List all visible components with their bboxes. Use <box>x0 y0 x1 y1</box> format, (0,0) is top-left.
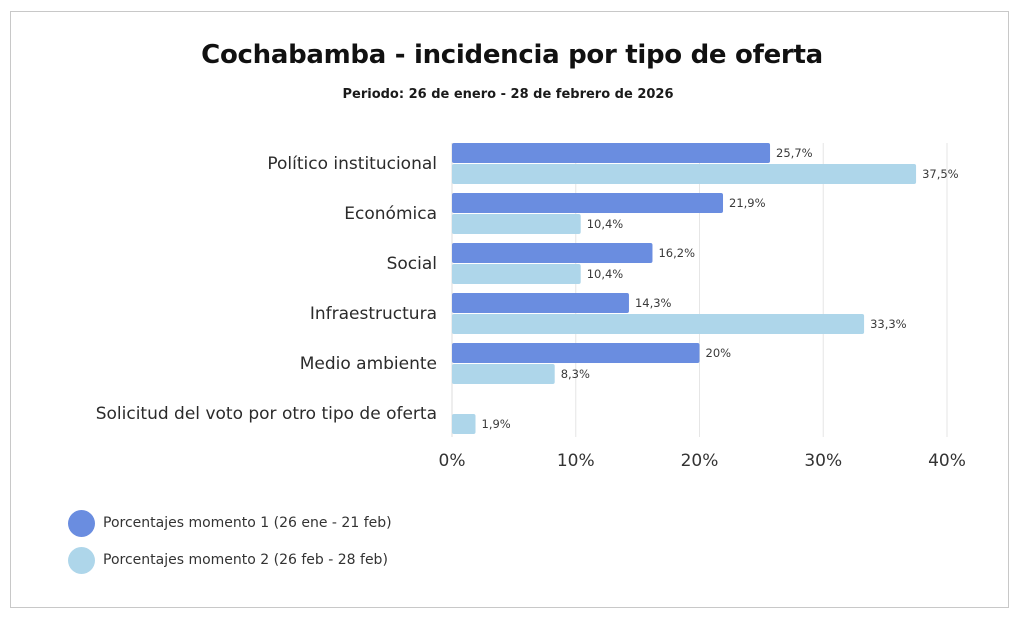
bar-series-2 <box>452 314 865 334</box>
data-label: 10,4% <box>587 217 624 231</box>
gridlines <box>451 143 948 437</box>
category-label: Político institucional <box>267 154 437 174</box>
category-label: Económica <box>344 204 437 224</box>
legend-swatch-momento-2 <box>68 546 95 574</box>
legend-label: Porcentajes momento 1 (26 ene - 21 feb) <box>103 515 392 531</box>
bar-series-1 <box>452 193 724 213</box>
data-label: 10,4% <box>587 267 624 281</box>
bar-series-1 <box>452 143 771 163</box>
data-label: 16,2% <box>658 246 695 260</box>
legend-item-momento-1: Porcentajes momento 1 (26 ene - 21 feb) <box>68 508 392 538</box>
bar-series-1 <box>452 343 700 363</box>
data-label: 37,5% <box>922 167 959 181</box>
category-label: Infraestructura <box>310 304 437 324</box>
bar-series-2 <box>452 264 581 284</box>
data-label: 8,3% <box>561 367 590 381</box>
data-label: 1,9% <box>482 417 511 431</box>
category-label: Medio ambiente <box>300 354 437 374</box>
chart-title: Cochabamba - incidencia por tipo de ofer… <box>201 40 823 70</box>
bars: 25,7% 37,5% 21,9% 10,4% 16,2% 10,4% 14,3% 33,3%… <box>452 143 959 434</box>
data-label: 33,3% <box>870 317 907 331</box>
data-label: 14,3% <box>635 296 672 310</box>
legend-label: Porcentajes momento 2 (26 feb - 28 feb) <box>103 552 388 568</box>
x-tick-label: 0% <box>439 451 466 471</box>
x-tick-label: 10% <box>557 451 595 471</box>
x-axis-ticks: 0% 10% 20% 30% 40% <box>439 451 966 471</box>
bar-series-2 <box>452 164 917 184</box>
data-label: 20% <box>706 346 732 360</box>
legend-swatch-momento-1 <box>68 509 95 537</box>
bar-series-2 <box>452 214 581 234</box>
legend: Porcentajes momento 1 (26 ene - 21 feb) … <box>68 508 392 582</box>
data-label: 21,9% <box>729 196 766 210</box>
x-tick-label: 20% <box>681 451 719 471</box>
category-label: Solicitud del voto por otro tipo de ofer… <box>96 404 437 424</box>
category-label: Social <box>387 254 437 274</box>
bar-series-1 <box>452 243 653 263</box>
x-tick-label: 30% <box>804 451 842 471</box>
x-tick-label: 40% <box>928 451 966 471</box>
data-label: 25,7% <box>776 146 813 160</box>
bar-series-2 <box>452 414 476 434</box>
chart-subtitle: Periodo: 26 de enero - 28 de febrero de … <box>342 87 674 102</box>
bar-series-1 <box>452 293 629 313</box>
legend-item-momento-2: Porcentajes momento 2 (26 feb - 28 feb) <box>68 545 392 575</box>
category-labels: Político institucional Económica Social Inf… <box>96 154 437 424</box>
bar-series-2 <box>452 364 555 384</box>
